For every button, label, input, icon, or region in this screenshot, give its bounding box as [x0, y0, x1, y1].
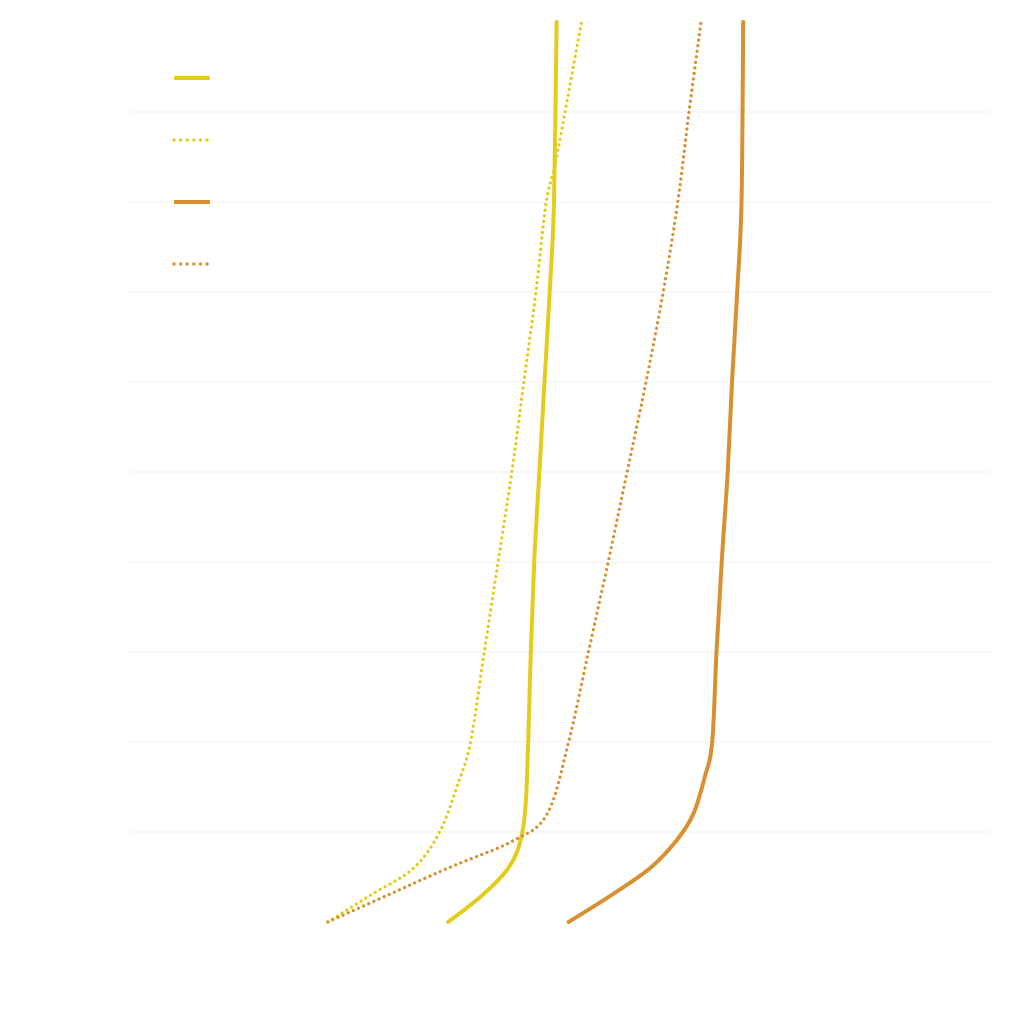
- legend: [172, 76, 212, 266]
- series-line-4: [326, 20, 703, 924]
- series-line-3: [566, 20, 746, 924]
- series-lines: [326, 20, 746, 924]
- grid-lines: [130, 111, 990, 833]
- series-line-1: [446, 20, 559, 924]
